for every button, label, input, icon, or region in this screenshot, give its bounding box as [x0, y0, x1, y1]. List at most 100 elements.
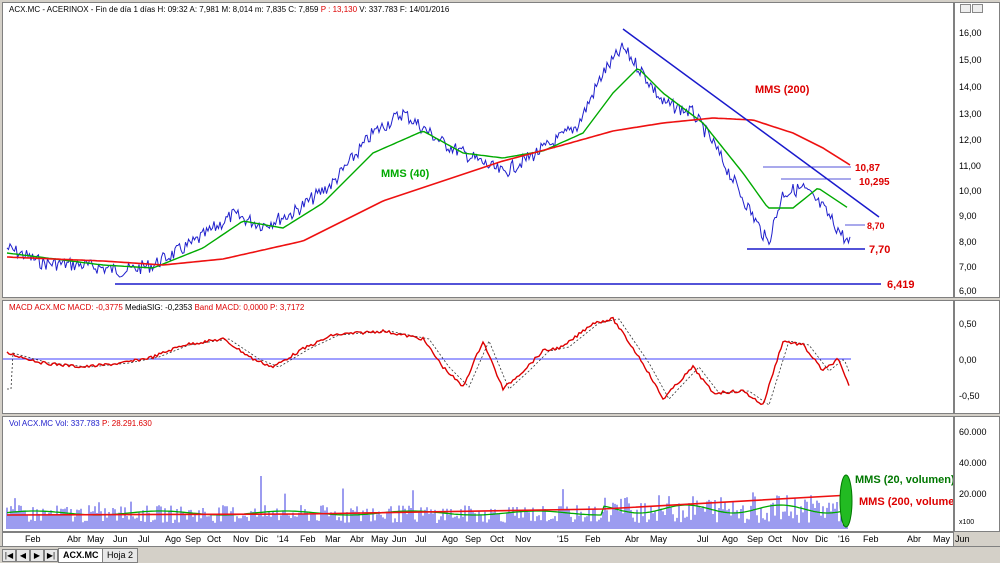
- price-y-label: 11,00: [959, 161, 981, 171]
- mms200-line: [6, 117, 851, 266]
- time-axis-label: Oct: [207, 534, 222, 544]
- time-axis-label: Abr: [625, 534, 640, 544]
- time-axis-label: '15: [557, 534, 569, 544]
- level-10-87-label: 10,87: [855, 163, 880, 174]
- time-axis-label: Feb: [25, 534, 41, 544]
- time-axis-label: Sep: [465, 534, 482, 544]
- macd-y-label: 0,00: [959, 355, 977, 365]
- macd-header: MACD ACX.MC MACD: -0,3775 MediaSIG: -0,2…: [9, 303, 304, 312]
- time-axis-label: Jun: [955, 534, 970, 544]
- next-sheet-button[interactable]: ▶: [30, 549, 44, 562]
- volume-chart-svg: MMS (20, volumen) MMS (200, volumen: [6, 474, 953, 529]
- time-axis-label: May: [933, 534, 951, 544]
- time-axis-label: Sep: [747, 534, 764, 544]
- time-axis-label: Sep: [185, 534, 202, 544]
- price-y-label: 9,00: [959, 211, 977, 221]
- macd-header-a: MACD ACX.MC MACD: -0,3775: [9, 303, 123, 312]
- macd-y-axis[interactable]: 0,50 0,00 -0,50: [954, 300, 1000, 414]
- price-chart-svg: MMS (200) MMS (40) 10,87 10,295 8,70 7,7…: [6, 28, 915, 291]
- time-axis-label: Feb: [585, 534, 601, 544]
- price-panel[interactable]: ACX.MC - ACERINOX - Fin de día 1 días H:…: [2, 2, 954, 298]
- volume-header-b: P: 28.291.630: [101, 419, 152, 428]
- time-axis-label: Jun: [113, 534, 128, 544]
- macd-y-label: -0,50: [959, 391, 980, 401]
- time-axis-label: May: [87, 534, 105, 544]
- time-axis-label: Dic: [255, 534, 268, 544]
- time-axis-label: Nov: [792, 534, 809, 544]
- macd-chart-svg: [3, 316, 851, 406]
- sheet-tab-bar: |◀ ◀ ▶ ▶| ACX.MC Hoja 2: [0, 546, 1000, 563]
- minimize-button[interactable]: [960, 4, 971, 13]
- time-axis-label: May: [371, 534, 389, 544]
- price-y-label: 10,00: [959, 186, 982, 196]
- volume-highlight-ellipse: [839, 474, 853, 528]
- time-axis-label: Nov: [515, 534, 532, 544]
- time-axis-label: Ago: [442, 534, 459, 544]
- volume-mms200-line: [6, 494, 851, 516]
- mms40-line: [6, 68, 848, 269]
- level-7-70-label: 7,70: [869, 244, 890, 256]
- time-axis-label: Oct: [490, 534, 505, 544]
- price-y-label: 8,00: [959, 237, 977, 247]
- time-axis-label: Abr: [67, 534, 82, 544]
- volume-y-label: 60.000: [959, 427, 987, 437]
- time-axis-label: '14: [277, 534, 289, 544]
- price-header-text: ACX.MC - ACERINOX - Fin de día 1 días H:…: [9, 5, 319, 14]
- level-6-419-label: 6,419: [887, 279, 915, 291]
- price-y-label: 15,00: [959, 55, 982, 65]
- tab-hoja-2[interactable]: Hoja 2: [102, 548, 139, 563]
- volume-y-axis[interactable]: 60.000 40.000 20.000 x100: [954, 416, 1000, 532]
- time-axis-label: Jul: [697, 534, 709, 544]
- time-axis-label: Feb: [863, 534, 879, 544]
- macd-header-c: Band MACD: 0,0000 P: 3,7172: [194, 303, 305, 312]
- volume-y-unit: x100: [959, 519, 975, 526]
- volume-header: Vol ACX.MC Vol: 337.783 P: 28.291.630: [9, 419, 152, 428]
- tab-acx-mc[interactable]: ACX.MC: [58, 548, 104, 563]
- price-y-label: 13,00: [959, 109, 982, 119]
- volume-panel[interactable]: Vol ACX.MC Vol: 337.783 P: 28.291.630 MM…: [2, 416, 954, 532]
- level-8-70-label: 8,70: [867, 221, 885, 231]
- price-y-label: 16,00: [959, 28, 982, 38]
- time-axis-label: Mar: [325, 534, 341, 544]
- price-series-line: [6, 42, 851, 278]
- macd-line: [6, 316, 850, 406]
- volume-y-label: 20.000: [959, 489, 987, 499]
- price-header: ACX.MC - ACERINOX - Fin de día 1 días H:…: [9, 5, 449, 14]
- level-10-295-label: 10,295: [859, 177, 890, 188]
- time-axis-label: Oct: [768, 534, 783, 544]
- price-y-label: 6,00: [959, 286, 977, 296]
- last-sheet-button[interactable]: ▶|: [44, 549, 58, 562]
- price-y-label: 12,00: [959, 135, 982, 145]
- mms200-label: MMS (200): [755, 84, 810, 96]
- volume-mms20-label: MMS (20, volumen): [855, 474, 953, 486]
- macd-header-b: MediaSIG: -0,2353: [125, 303, 193, 312]
- time-axis-label: Abr: [907, 534, 922, 544]
- first-sheet-button[interactable]: |◀: [2, 549, 16, 562]
- time-axis-label: Nov: [233, 534, 250, 544]
- time-axis-label: Abr: [350, 534, 365, 544]
- price-header-p: P : 13,130: [320, 5, 358, 14]
- volume-mms200-label: MMS (200, volumen: [859, 496, 953, 508]
- time-axis-label: Jun: [392, 534, 407, 544]
- mms40-label: MMS (40): [381, 168, 430, 180]
- price-y-label: 7,00: [959, 262, 977, 272]
- time-axis-label: '16: [838, 534, 850, 544]
- macd-panel[interactable]: MACD ACX.MC MACD: -0,3775 MediaSIG: -0,2…: [2, 300, 954, 414]
- time-axis-label: Dic: [815, 534, 828, 544]
- time-axis-label: Jul: [138, 534, 150, 544]
- downtrend-line: [622, 28, 880, 218]
- price-header-rest: V: 337.783 F: 14/01/2016: [359, 5, 450, 14]
- prev-sheet-button[interactable]: ◀: [16, 549, 30, 562]
- time-axis-label: Feb: [300, 534, 316, 544]
- volume-mms20-line: [6, 504, 851, 516]
- time-axis-label: Ago: [165, 534, 182, 544]
- macd-y-label: 0,50: [959, 319, 977, 329]
- time-axis-label: Jul: [415, 534, 427, 544]
- price-y-axis[interactable]: 16,00 15,00 14,00 13,00 12,00 11,00 10,0…: [954, 2, 1000, 298]
- close-button[interactable]: [972, 4, 983, 13]
- time-axis-label: Ago: [722, 534, 739, 544]
- price-y-label: 14,00: [959, 82, 982, 92]
- volume-y-label: 40.000: [959, 458, 987, 468]
- volume-header-a: Vol ACX.MC Vol: 337.783: [9, 419, 100, 428]
